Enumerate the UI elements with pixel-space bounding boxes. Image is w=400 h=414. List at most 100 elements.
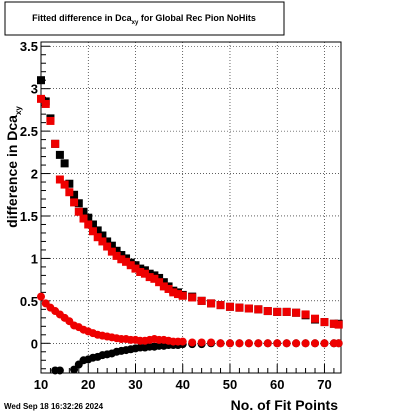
data-point	[65, 188, 74, 197]
chart-title-subscript: xy	[132, 20, 139, 26]
data-point	[263, 339, 272, 348]
y-tick-label: 2.5	[20, 124, 38, 139]
chart-title-prefix: Fitted difference in Dca	[32, 13, 133, 23]
data-point	[55, 366, 64, 375]
data-point	[334, 320, 343, 329]
data-point	[263, 307, 272, 316]
data-point	[159, 282, 168, 291]
data-point	[235, 339, 244, 348]
data-point	[311, 339, 320, 348]
data-point	[329, 319, 338, 328]
data-point	[117, 255, 126, 264]
series-layer	[37, 76, 343, 375]
data-point	[103, 237, 112, 246]
x-tick-label: 20	[81, 377, 95, 392]
x-tick-label: 50	[223, 377, 237, 392]
data-point	[155, 278, 164, 287]
data-point	[112, 251, 121, 260]
data-point	[55, 175, 64, 184]
x-tick-label: 60	[270, 377, 284, 392]
title-box	[4, 1, 285, 36]
data-point	[254, 305, 263, 314]
data-point	[334, 339, 343, 348]
data-point	[55, 150, 64, 159]
data-point	[93, 233, 102, 242]
y-tick-label: 3.5	[20, 39, 38, 54]
data-point	[70, 198, 79, 207]
chart-title: Fitted difference in Dcaxy for Global Re…	[32, 13, 256, 26]
data-point	[65, 179, 74, 188]
y-tick-label: 0.5	[20, 294, 38, 309]
data-point	[174, 290, 183, 299]
data-point	[88, 220, 97, 229]
data-point	[197, 296, 206, 305]
data-point	[79, 207, 88, 216]
data-point	[107, 247, 116, 256]
data-point	[216, 339, 225, 348]
data-point	[292, 308, 301, 317]
data-point	[311, 314, 320, 323]
data-point	[301, 339, 310, 348]
data-point	[84, 220, 93, 229]
data-point	[70, 365, 79, 374]
data-point	[88, 227, 97, 236]
data-point	[98, 237, 107, 246]
data-point	[93, 226, 102, 235]
data-point	[292, 339, 301, 348]
y-axis-label-subscript: xy	[14, 106, 23, 115]
data-point	[60, 159, 69, 168]
data-point	[225, 302, 234, 311]
y-tick-label: 1.5	[20, 209, 38, 224]
y-axis-label: difference in Dcaxy	[4, 106, 23, 228]
data-point	[282, 307, 291, 316]
data-point	[159, 278, 168, 287]
data-point	[98, 231, 107, 240]
y-tick-label: 1	[31, 251, 38, 266]
data-point	[126, 261, 135, 270]
chart-title-suffix: for Global Rec Pion NoHits	[138, 13, 256, 23]
x-tick-label: 40	[175, 377, 189, 392]
data-point	[74, 199, 83, 208]
series-0	[37, 76, 343, 328]
axis-ticks: 10 20 30 40 50 60 70 0 0.5 1 1.5 2 2.5 3 3.5	[20, 39, 335, 392]
data-point	[150, 274, 159, 283]
data-point	[244, 304, 253, 313]
data-point	[178, 291, 187, 300]
data-point	[188, 293, 197, 302]
data-point	[301, 310, 310, 319]
data-point	[46, 116, 55, 125]
data-point	[273, 339, 282, 348]
y-axis-label-prefix: difference in Dca	[4, 115, 20, 228]
data-point	[131, 264, 140, 273]
data-point	[207, 299, 216, 308]
data-point	[282, 339, 291, 348]
x-tick-label: 70	[317, 377, 331, 392]
data-point	[103, 242, 112, 251]
data-point	[254, 339, 263, 348]
data-point	[164, 284, 173, 293]
data-point	[216, 301, 225, 310]
data-point	[178, 337, 187, 346]
data-point	[244, 339, 253, 348]
data-point	[155, 273, 164, 282]
y-tick-label: 0	[31, 336, 38, 351]
plot-frame	[40, 41, 342, 374]
data-point	[60, 180, 69, 189]
data-point	[37, 292, 45, 301]
data-point	[136, 268, 145, 277]
y-tick-label: 3	[31, 82, 38, 97]
series-3	[37, 292, 343, 348]
series-1	[37, 94, 343, 329]
data-point	[79, 214, 88, 223]
data-point	[37, 94, 45, 103]
data-point	[273, 307, 282, 316]
data-point	[140, 269, 149, 278]
data-point	[207, 338, 216, 347]
x-tick-label: 10	[34, 377, 48, 392]
grid	[41, 42, 341, 373]
data-point	[70, 190, 79, 199]
data-point	[41, 99, 50, 108]
data-point	[37, 76, 45, 85]
data-point	[122, 257, 131, 266]
data-point	[112, 246, 121, 255]
